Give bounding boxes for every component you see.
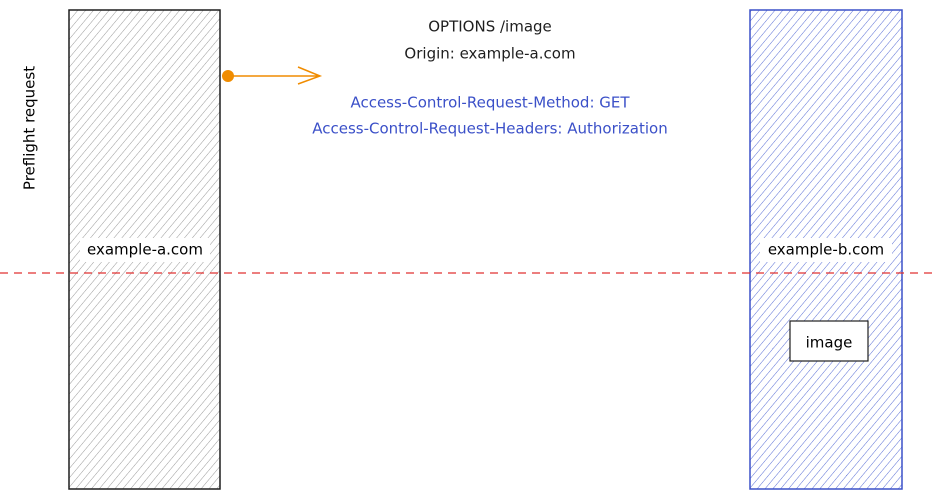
request-line: Origin: example-a.com bbox=[404, 45, 575, 63]
request-header: Access-Control-Request-Method: GET bbox=[350, 94, 630, 112]
label-bg bbox=[760, 238, 892, 262]
resource-box bbox=[789, 320, 869, 362]
server-label: example-b.com bbox=[768, 241, 884, 259]
label-bg bbox=[80, 238, 210, 262]
resource-label: image bbox=[806, 334, 853, 352]
client-label: example-a.com bbox=[87, 241, 203, 259]
side-label: Preflight request bbox=[21, 66, 39, 190]
request-line: OPTIONS /image bbox=[428, 18, 552, 36]
request-header: Access-Control-Request-Headers: Authoriz… bbox=[312, 120, 667, 138]
request-arrow bbox=[228, 66, 323, 85]
